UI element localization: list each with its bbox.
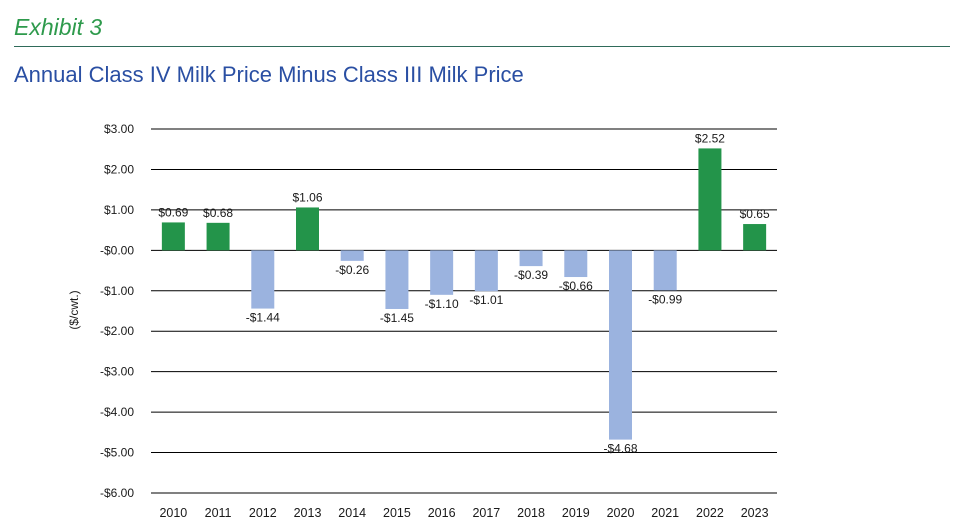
data-label: $0.65 bbox=[740, 207, 770, 221]
bar-2020 bbox=[609, 250, 632, 440]
bar-2014 bbox=[340, 250, 364, 261]
data-label: -$0.39 bbox=[514, 268, 548, 282]
x-tick-label: 2023 bbox=[741, 506, 769, 520]
data-label: $0.69 bbox=[158, 205, 188, 219]
data-labels: $0.69 $0.68-$1.44$1.06-$0.26-$1.45-$1.10-… bbox=[158, 131, 770, 455]
x-tick-label: 2010 bbox=[159, 506, 187, 520]
data-label: $0.68 bbox=[203, 206, 233, 220]
data-label: -$0.26 bbox=[335, 263, 369, 277]
y-tick-label: -$6.00 bbox=[100, 486, 134, 500]
y-tick-label: -$5.00 bbox=[100, 446, 134, 460]
x-tick-label: 2012 bbox=[249, 506, 277, 520]
y-axis-title: ($/cwt.) bbox=[67, 290, 81, 329]
data-label: -$1.01 bbox=[469, 293, 503, 307]
data-label: $2.52 bbox=[695, 131, 725, 145]
y-tick-label: -$4.00 bbox=[100, 405, 134, 419]
bar-2022 bbox=[698, 148, 722, 251]
data-label: $1.06 bbox=[292, 190, 322, 204]
y-tick-label: -$0.00 bbox=[100, 243, 134, 257]
bar-2018 bbox=[519, 250, 543, 267]
x-tick-label: 2016 bbox=[428, 506, 456, 520]
bar-2015 bbox=[385, 250, 409, 309]
x-tick-label: 2021 bbox=[651, 506, 679, 520]
bar-2010 bbox=[161, 222, 185, 251]
exhibit-label: Exhibit 3 bbox=[14, 14, 103, 40]
y-tick-label: $2.00 bbox=[104, 162, 134, 176]
x-tick-label: 2013 bbox=[294, 506, 322, 520]
data-label: -$4.68 bbox=[603, 442, 637, 456]
y-tick-label: -$1.00 bbox=[100, 284, 134, 298]
data-label: -$0.66 bbox=[559, 279, 593, 293]
y-tick-label: $1.00 bbox=[104, 203, 134, 217]
bar-2021 bbox=[653, 250, 677, 291]
y-axis-tick-labels: $3.00 $2.00 $1.00 -$0.00 -$1.00 -$2.00 -$3.00 -… bbox=[100, 122, 134, 500]
data-label: -$1.10 bbox=[425, 297, 459, 311]
x-tick-label: 2015 bbox=[383, 506, 411, 520]
x-tick-label: 2011 bbox=[205, 506, 232, 520]
bar-2019 bbox=[564, 250, 588, 278]
x-tick-label: 2019 bbox=[562, 506, 590, 520]
x-axis-tick-labels: 2010 2011 2012 2013 2014 2015 2016 2017 2018 2019… bbox=[159, 506, 768, 520]
bar-2017 bbox=[474, 250, 498, 292]
data-label: -$0.99 bbox=[648, 292, 682, 306]
header-divider bbox=[14, 46, 950, 47]
x-tick-label: 2018 bbox=[517, 506, 545, 520]
y-tick-label: -$3.00 bbox=[100, 365, 134, 379]
bar-2011 bbox=[206, 222, 230, 251]
x-tick-label: 2017 bbox=[472, 506, 500, 520]
bar-2013 bbox=[296, 207, 319, 251]
x-tick-label: 2022 bbox=[696, 506, 724, 520]
bar-2016 bbox=[430, 250, 454, 295]
data-label: -$1.44 bbox=[246, 311, 280, 325]
data-label: -$1.45 bbox=[380, 311, 414, 325]
y-tick-label: -$2.00 bbox=[100, 324, 134, 338]
bars bbox=[161, 148, 767, 440]
x-tick-label: 2014 bbox=[338, 506, 366, 520]
bar-2023 bbox=[743, 224, 767, 251]
x-tick-label: 2020 bbox=[607, 506, 635, 520]
y-tick-label: $3.00 bbox=[104, 122, 134, 136]
chart-title: Annual Class IV Milk Price Minus Class I… bbox=[14, 62, 524, 87]
bar-2012 bbox=[251, 250, 275, 309]
